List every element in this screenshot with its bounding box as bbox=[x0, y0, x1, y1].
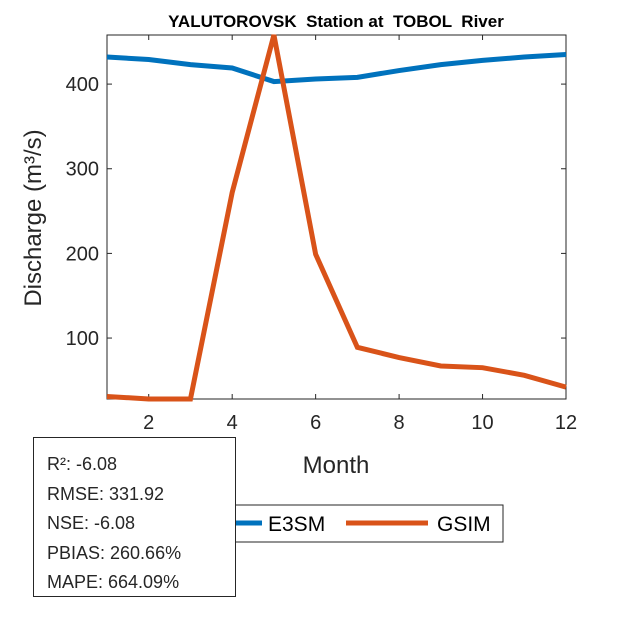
y-axis-label: Discharge (m³/s) bbox=[20, 129, 47, 306]
stat-rmse: RMSE: 331.92 bbox=[47, 483, 165, 504]
x-axis-label: Month bbox=[303, 452, 370, 479]
x-tick-label: 12 bbox=[555, 412, 577, 434]
legend-label-e3sm: E3SM bbox=[268, 513, 325, 536]
stat-nse: NSE: -6.08 bbox=[47, 513, 136, 533]
x-tick-label: 4 bbox=[227, 412, 238, 434]
y-tick-label: 300 bbox=[66, 159, 99, 181]
y-tick-label: 400 bbox=[66, 74, 99, 96]
y-tick-label: 100 bbox=[66, 328, 99, 350]
legend: E3SM GSIM bbox=[227, 504, 504, 543]
y-tick-label: 200 bbox=[66, 243, 99, 265]
plot-area bbox=[106, 34, 567, 400]
stat-mape: MAPE: 664.09% bbox=[47, 572, 180, 592]
stat-r2: R²: -6.08 bbox=[47, 454, 118, 474]
x-tick-label: 2 bbox=[143, 412, 154, 434]
chart-title: YALUTOROVSK Station at TOBOL River bbox=[168, 12, 504, 31]
series-line-gsim bbox=[106, 34, 567, 402]
x-tick-label: 6 bbox=[310, 412, 321, 434]
legend-label-gsim: GSIM bbox=[437, 513, 491, 536]
x-tick-label: 10 bbox=[471, 412, 493, 434]
stats-box: R²: -6.08 RMSE: 331.92 NSE: -6.08 PBIAS:… bbox=[33, 437, 236, 597]
series-line-e3sm bbox=[106, 51, 567, 85]
stat-pbias: PBIAS: 260.66% bbox=[47, 542, 182, 563]
x-tick-label: 8 bbox=[394, 412, 405, 434]
